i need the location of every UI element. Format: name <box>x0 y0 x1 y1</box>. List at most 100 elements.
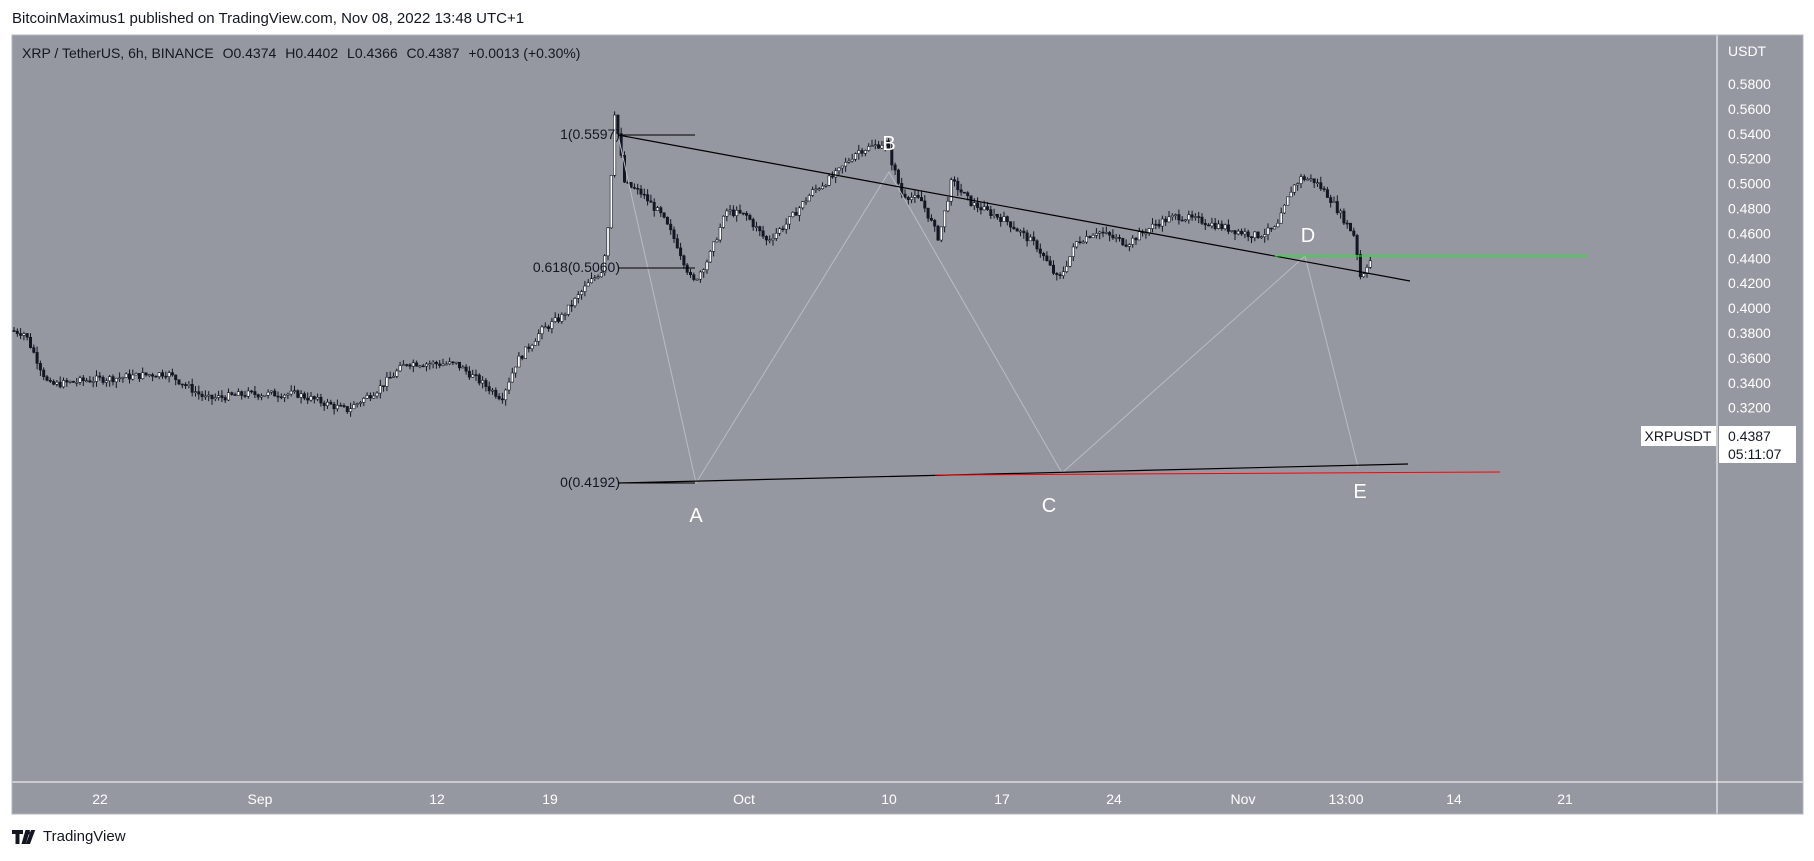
candle-body <box>636 187 640 190</box>
candle-body <box>358 402 362 404</box>
candle-body <box>15 330 19 334</box>
candle-body <box>550 321 554 329</box>
candle-body <box>474 374 478 376</box>
candle-body <box>646 194 650 202</box>
current-price-marker[interactable]: XRPUSDT 0.4387 05:11:07 <box>1641 426 1796 463</box>
candle-body <box>1121 238 1125 246</box>
candle-body <box>603 255 607 274</box>
price-tick-label: 0.4800 <box>1728 201 1771 217</box>
candle-body <box>61 380 65 388</box>
candle-body <box>1362 273 1366 278</box>
support-line[interactable] <box>934 471 1501 476</box>
candle-body <box>853 153 857 160</box>
candle-body <box>1349 222 1353 232</box>
candle-body <box>454 361 458 364</box>
fib-retracement: 1(0.5597) 0.618(0.5060) 0(0.4192) <box>533 126 695 490</box>
fib-label-0: 0(0.4192) <box>560 474 620 490</box>
candle-body <box>1259 236 1263 239</box>
candle-body <box>217 395 221 398</box>
candle-body <box>1081 241 1085 244</box>
candle-body <box>675 238 679 249</box>
candle-body <box>827 175 831 186</box>
candle-body <box>1193 216 1197 218</box>
candle-body <box>75 381 79 384</box>
candle-body <box>893 164 897 171</box>
symbol-legend[interactable]: XRP / TetherUS, 6h, BINANCE O0.4374 H0.4… <box>22 45 580 61</box>
candle-body <box>441 363 445 366</box>
candle-body <box>593 277 597 280</box>
candle-body <box>1243 231 1247 235</box>
candle-body <box>259 395 263 398</box>
price-tick-label: 0.5400 <box>1728 126 1771 142</box>
time-tick-label: 14 <box>1446 791 1462 807</box>
tradingview-brand[interactable]: TradingView <box>12 828 126 845</box>
candle-body <box>147 374 151 376</box>
candle-body <box>194 391 198 393</box>
candle-body <box>926 207 930 219</box>
lower-trendline[interactable] <box>617 463 1409 484</box>
price-tick-label: 0.4000 <box>1728 300 1771 316</box>
candle-body <box>1025 232 1029 242</box>
candle-body <box>1309 178 1313 181</box>
candle-body <box>243 395 247 397</box>
candle-body <box>1335 201 1339 214</box>
candlestick-series <box>12 111 1372 417</box>
candle-body <box>527 346 531 349</box>
time-scale[interactable] <box>12 782 1803 814</box>
price-scale[interactable] <box>1717 35 1803 782</box>
wave-zigzag <box>617 134 1359 485</box>
candle-body <box>487 386 491 392</box>
time-tick-label: Nov <box>1231 791 1256 807</box>
candle-body <box>1355 235 1359 255</box>
candle-body <box>164 375 168 378</box>
candle-body <box>616 114 620 134</box>
high-label: H <box>285 45 295 61</box>
candle-body <box>721 215 725 228</box>
candle-body <box>1368 260 1372 268</box>
price-axis-ticks: 0.5800 0.5600 0.5400 0.5200 0.5000 0.4800 0.46… <box>1728 76 1771 441</box>
candle-body <box>570 304 574 307</box>
candle-body <box>774 232 778 239</box>
candle-body <box>438 363 442 366</box>
candle-body <box>580 291 584 295</box>
candle-body <box>665 216 669 225</box>
candle-body <box>771 238 775 241</box>
candle-body <box>1170 215 1174 218</box>
candle-body <box>1342 210 1346 224</box>
candle-body <box>154 375 158 378</box>
candle-body <box>1065 265 1069 272</box>
candle-body <box>962 191 966 194</box>
candle-body <box>847 160 851 163</box>
candle-body <box>566 304 570 315</box>
tradingview-wordmark: TradingView <box>43 828 126 845</box>
candle-body <box>1312 178 1316 184</box>
candle-body <box>1137 231 1141 241</box>
candle-body <box>431 361 435 365</box>
candle-body <box>764 236 768 241</box>
candle-body <box>976 202 980 208</box>
candle-body <box>1236 230 1240 235</box>
candle-body <box>490 389 494 392</box>
candle-body <box>1167 216 1171 223</box>
candle-body <box>560 314 564 322</box>
candle-body <box>391 376 395 378</box>
upper-trendline[interactable] <box>617 134 1411 282</box>
candle-body <box>464 366 468 372</box>
candle-body <box>1071 246 1075 257</box>
candle-body <box>484 380 488 387</box>
candle-body <box>688 272 692 276</box>
low-value: 0.4366 <box>355 45 398 61</box>
candle-body <box>824 185 828 187</box>
candle-body <box>956 180 960 191</box>
candle-body <box>1085 236 1089 243</box>
plot-area[interactable] <box>12 35 1717 782</box>
candle-body <box>108 376 112 382</box>
price-tick-label: 0.3800 <box>1728 325 1771 341</box>
candle-body <box>959 189 963 193</box>
candle-body <box>1256 231 1260 239</box>
candle-body <box>589 278 593 284</box>
candle-body <box>68 381 72 383</box>
candle-body <box>1124 244 1128 247</box>
candle-body <box>1164 218 1168 223</box>
